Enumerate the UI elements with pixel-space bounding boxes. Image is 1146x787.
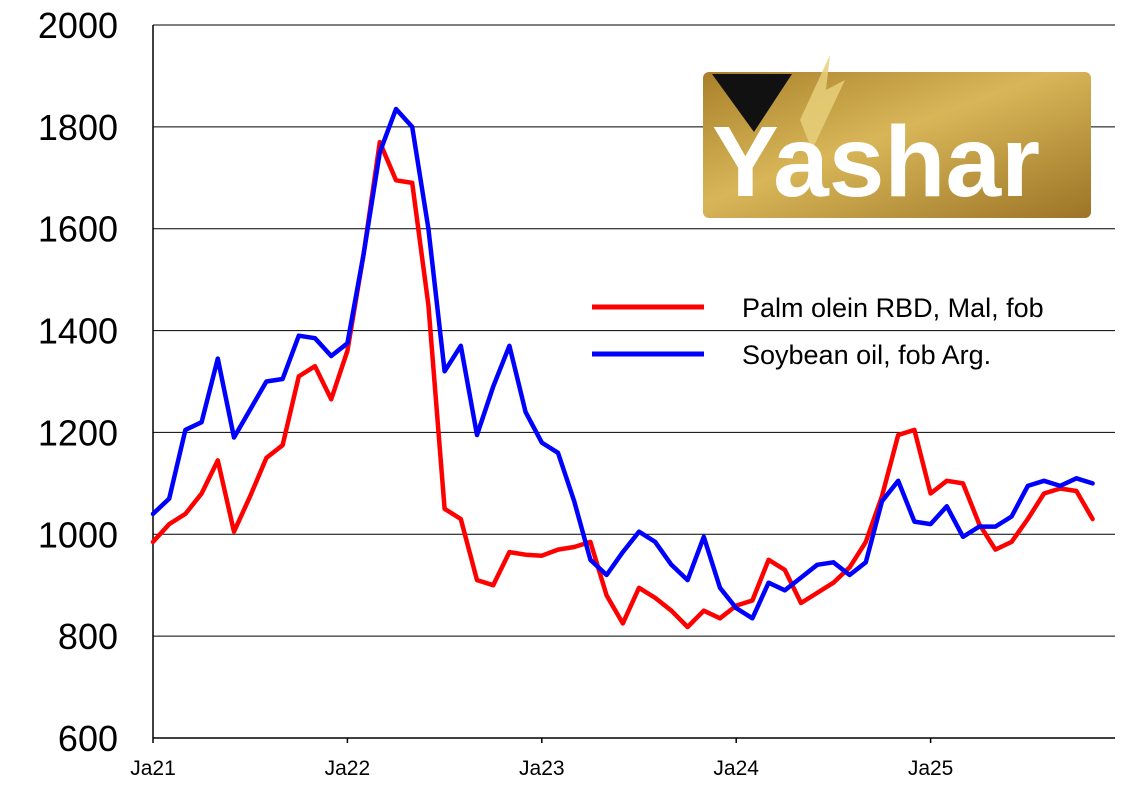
series-line-palm-olein xyxy=(150,139,1095,630)
y-axis-tick-labels: 600 800 1000 1200 1400 1600 1800 2000 xyxy=(38,5,118,759)
y-tick-label: 2000 xyxy=(38,5,118,46)
logo-background xyxy=(703,72,1091,218)
y-tick-label: 800 xyxy=(58,616,118,657)
y-tick-label: 600 xyxy=(58,718,118,759)
x-axis-tick-labels: Ja21 Ja22 Ja23 Ja24 Ja25 xyxy=(130,738,953,780)
y-tick-label: 1200 xyxy=(38,412,118,453)
x-tick-label: Ja24 xyxy=(713,757,759,780)
legend-label-soybean-oil: Soybean oil, fob Arg. xyxy=(742,340,991,370)
y-tick-label: 1000 xyxy=(38,514,118,555)
legend: Palm olein RBD, Mal, fob Soybean oil, fo… xyxy=(592,293,1044,370)
logo-arrow-icon xyxy=(712,74,792,132)
x-tick-label: Ja25 xyxy=(908,757,954,780)
gridlines xyxy=(153,24,1115,637)
x-tick-label: Ja22 xyxy=(325,757,371,780)
logo-text: Yashar xyxy=(712,106,1040,218)
legend-label-palm-olein: Palm olein RBD, Mal, fob xyxy=(742,293,1044,323)
axes xyxy=(152,25,1115,739)
y-tick-label: 1600 xyxy=(38,209,118,250)
y-tick-label: 1400 xyxy=(38,311,118,352)
y-tick-label: 1800 xyxy=(38,107,118,148)
logo-flame-icon xyxy=(800,55,845,150)
x-tick-label: Ja21 xyxy=(130,757,176,780)
series-lines xyxy=(150,106,1095,630)
series-line-soybean-oil xyxy=(150,106,1095,621)
yashar-logo: Yashar xyxy=(703,55,1091,218)
x-tick-label: Ja23 xyxy=(519,757,565,780)
